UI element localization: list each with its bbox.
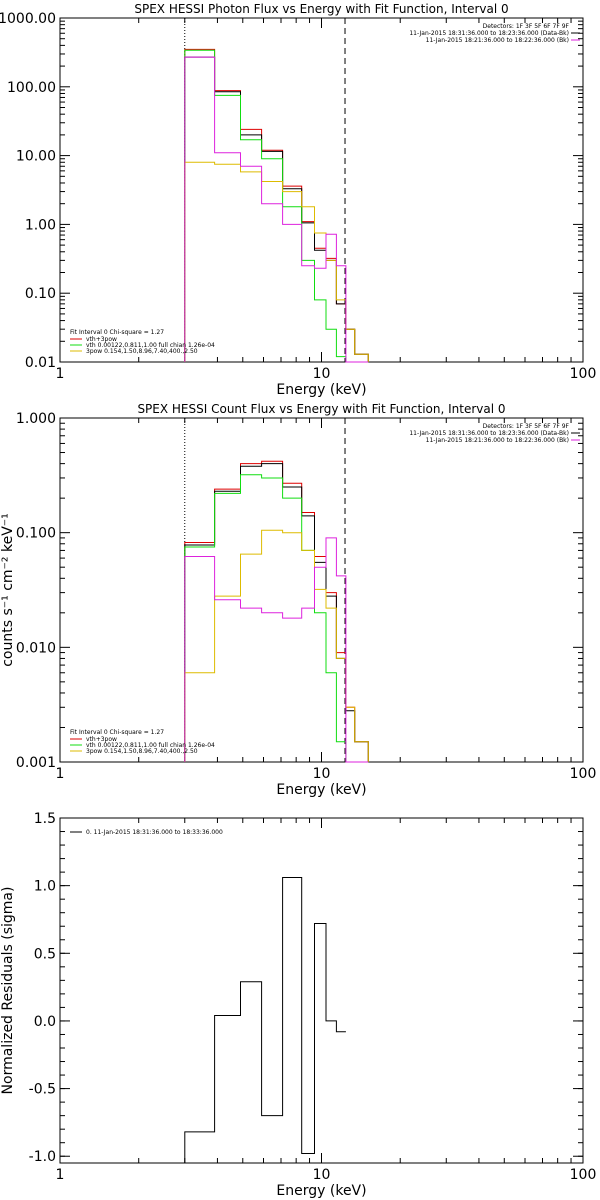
y-tick-label-0-5: 1000.00	[0, 11, 56, 27]
plot-frame-2	[59, 817, 584, 1164]
x-axis-label-0: Energy (keV)	[276, 382, 366, 398]
y-tick-label-2-0: -1.0	[29, 1149, 56, 1165]
series-1-3	[184, 529, 369, 762]
y-tick-label-2-1: -0.5	[29, 1082, 56, 1098]
plot-frame-0	[59, 17, 584, 363]
x-tick-label-2-1: 10	[313, 1167, 331, 1183]
plot-frame-1	[59, 417, 584, 763]
y-tick-label-2-2: 0.0	[34, 1014, 56, 1030]
x-tick-label-0-2: 100	[570, 366, 597, 382]
y-tick-label-2-3: 0.5	[34, 946, 56, 962]
x-tick-label-0-1: 10	[313, 366, 331, 382]
chart-title-0: SPEX HESSI Photon Flux vs Energy with Fi…	[134, 2, 508, 16]
chart-title-1: SPEX HESSI Count Flux vs Energy with Fit…	[137, 402, 505, 416]
legend-bl-header-1: Fit Interval 0 Chi-square = 1.27	[70, 729, 164, 736]
x-tick-label-2-2: 100	[570, 1167, 597, 1183]
y-tick-label-0-3: 10.00	[16, 149, 56, 165]
y-tick-label-2-4: 1.0	[34, 879, 56, 895]
legend-tr-text-1-2: 11-Jan-2015 18:21:36.000 to 18:22:36.000…	[426, 437, 569, 444]
y-tick-label-1-0: 0.001	[16, 755, 56, 771]
legend-tr-text-1-1: 11-Jan-2015 18:31:36.000 to 18:23:36.000…	[409, 430, 569, 437]
y-tick-label-1-1: 0.010	[16, 640, 56, 656]
series-0-3	[184, 161, 369, 362]
series-0-0	[184, 48, 369, 362]
legend-tr-text-0-2: 11-Jan-2015 18:21:36.000 to 18:22:36.000…	[426, 37, 569, 44]
legend-bl-text-1-1: vth 0.00122,0.811,1.00 full chian 1.26e-…	[86, 742, 215, 749]
y-tick-label-1-2: 0.100	[16, 526, 56, 542]
legend-bl-text-0-1: vth 0.00122,0.811,1.00 full chian 1.26e-…	[86, 342, 215, 349]
series-1-4	[184, 537, 369, 763]
legend-bl-text-1-2: 3pow 0.154,1.50,8.96,7.40,400.,2.50	[86, 748, 198, 755]
y-tick-label-0-2: 1.00	[25, 217, 56, 233]
y-axis-label-2: Normalized Residuals (sigma)	[0, 887, 16, 1095]
series-2-0	[184, 877, 346, 1163]
y-tick-label-0-1: 0.10	[25, 286, 56, 302]
y-tick-label-0-0: 0.01	[25, 355, 56, 371]
legend-bl-text-0-2: 3pow 0.154,1.50,8.96,7.40,400.,2.50	[86, 348, 198, 355]
legend-tl-text-2-0: 0. 11-Jan-2015 18:31:36.000 to 18:33:36.…	[86, 829, 223, 836]
y-tick-label-2-5: 1.5	[34, 811, 56, 827]
x-tick-label-2-0: 1	[56, 1167, 65, 1183]
series-0-2	[184, 49, 369, 363]
series-1-2	[184, 474, 369, 763]
legend-bl-text-1-0: vth+3pow	[86, 736, 117, 743]
series-0-4	[184, 56, 369, 363]
x-tick-label-0-0: 1	[56, 366, 65, 382]
legend-tr-text-0-0: Detectors: 1F 3F 5F 6F 7F 9F	[483, 23, 570, 30]
legend-tr-text-1-0: Detectors: 1F 3F 5F 6F 7F 9F	[483, 423, 570, 430]
legend-bl-header-0: Fit Interval 0 Chi-square = 1.27	[70, 329, 164, 336]
y-axis-label-1: counts s⁻¹ cm⁻² keV⁻¹	[0, 513, 16, 667]
x-tick-label-1-0: 1	[56, 766, 65, 782]
x-axis-label-2: Energy (keV)	[276, 1183, 366, 1199]
y-tick-label-1-3: 1.000	[16, 411, 56, 427]
legend-tr-text-0-1: 11-Jan-2015 18:31:36.000 to 18:23:36.000…	[409, 30, 569, 37]
y-tick-label-0-4: 100.00	[7, 80, 56, 96]
series-1-0	[184, 460, 369, 762]
legend-bl-text-0-0: vth+3pow	[86, 336, 117, 343]
series-0-1	[184, 56, 369, 362]
x-axis-label-1: Energy (keV)	[276, 782, 366, 798]
x-tick-label-1-2: 100	[570, 766, 597, 782]
x-tick-label-1-1: 10	[313, 766, 331, 782]
series-1-1	[184, 463, 369, 762]
